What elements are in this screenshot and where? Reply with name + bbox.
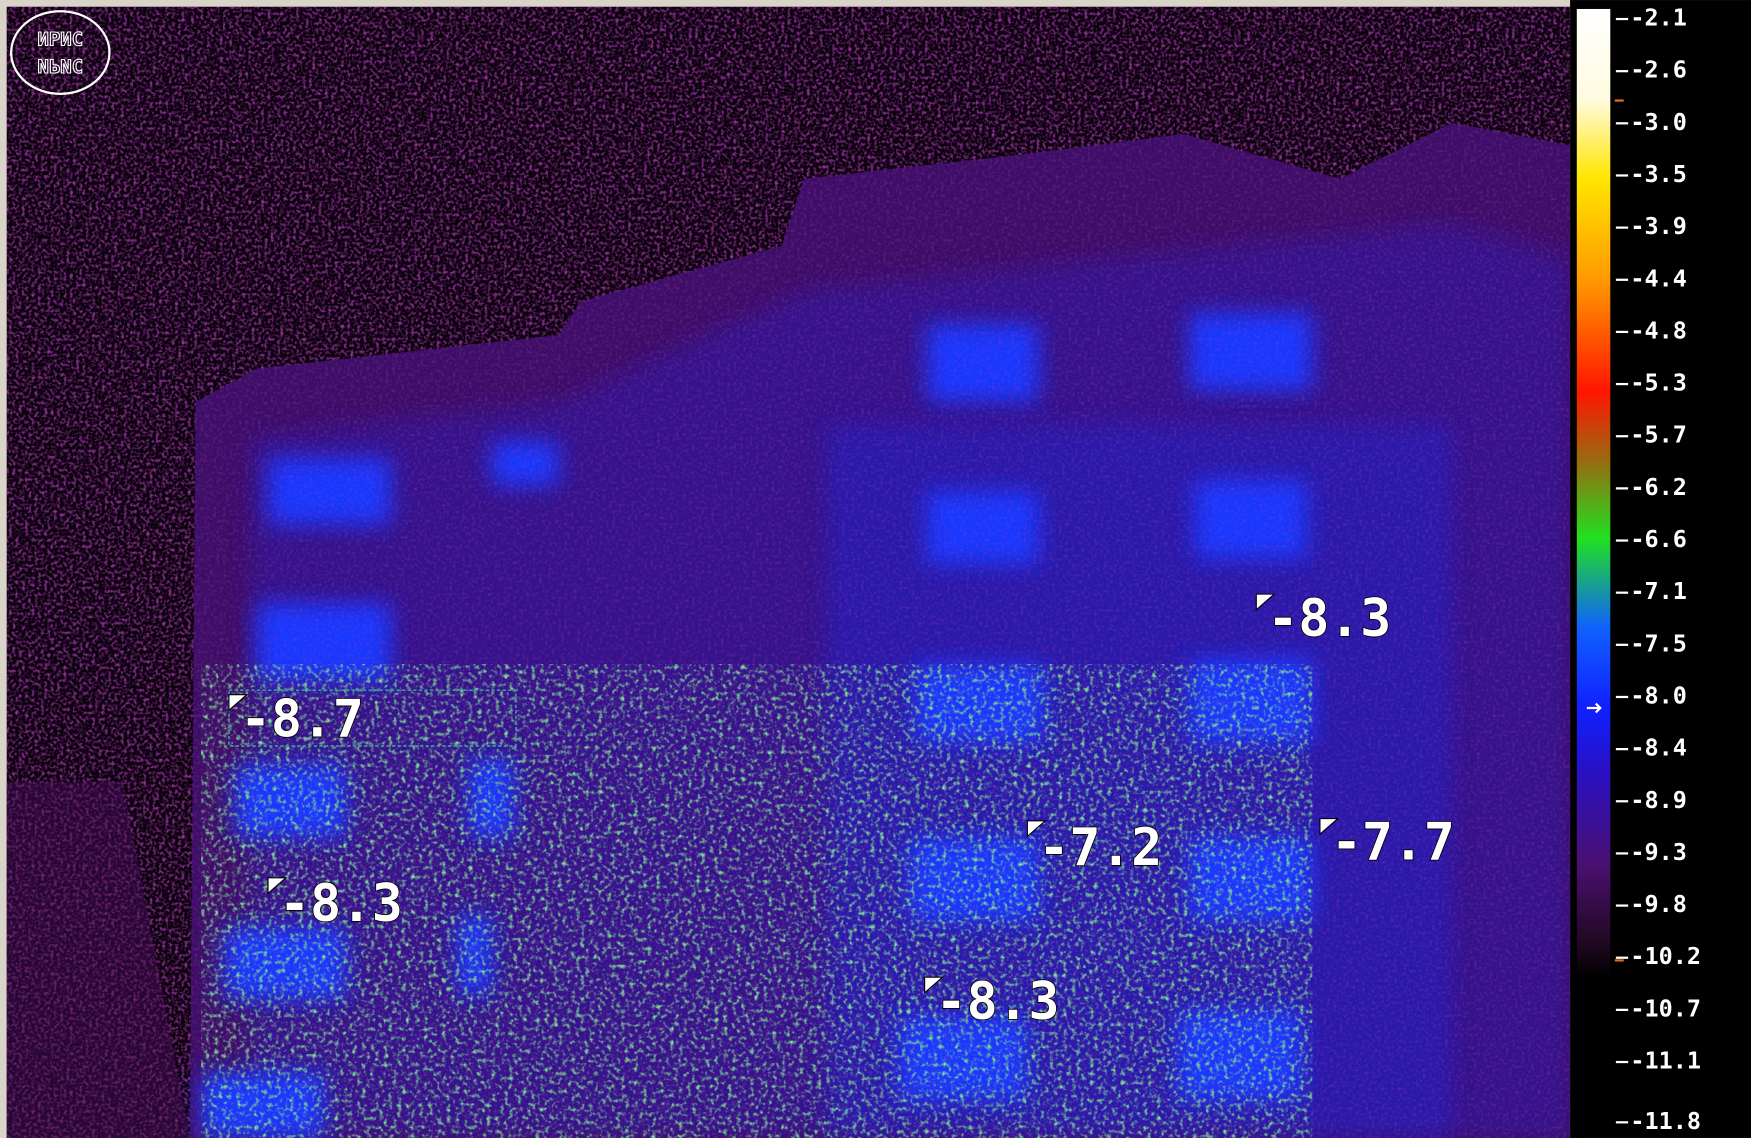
scale-label: -6.2 xyxy=(1630,473,1686,501)
scale-label: -7.1 xyxy=(1630,577,1686,605)
scale-label: -3.9 xyxy=(1630,212,1686,240)
page: ИРИС ИРИС -2.1 -2.6 -3.0 -3.5 -3.9 -4.4 -4.8 -5… xyxy=(0,0,1751,1138)
scale-label: -8.4 xyxy=(1630,734,1686,762)
point-value: -8.7 xyxy=(240,690,364,750)
scale-label: -2.1 xyxy=(1630,4,1686,32)
point-value: -7.2 xyxy=(1039,818,1163,878)
point-value: -8.3 xyxy=(936,972,1060,1032)
point-value: -8.3 xyxy=(279,874,403,934)
logo-reflection: ИРИС xyxy=(37,54,83,76)
scale-label: -9.3 xyxy=(1630,838,1686,866)
point-value: -8.3 xyxy=(1267,589,1391,649)
scale-label: -3.0 xyxy=(1630,108,1686,136)
scale-label: -10.2 xyxy=(1630,942,1701,970)
scale-label: -5.7 xyxy=(1630,421,1686,449)
scale-label: -8.9 xyxy=(1630,786,1686,814)
logo-text: ИРИС xyxy=(37,29,83,51)
scale-label: -7.5 xyxy=(1630,629,1686,657)
color-bar xyxy=(1577,9,1611,1136)
image-noise xyxy=(7,7,1570,1138)
scale-label: -8.0 xyxy=(1630,681,1686,709)
scale-label: -4.8 xyxy=(1630,316,1686,344)
scale-label: -11.8 xyxy=(1630,1107,1701,1135)
scale-label: -9.8 xyxy=(1630,890,1686,918)
scale-label: -6.6 xyxy=(1630,525,1686,553)
scale-label: -10.7 xyxy=(1630,994,1701,1022)
scale-label: -2.6 xyxy=(1630,56,1686,84)
scale-label: -5.3 xyxy=(1630,369,1686,397)
scale-label: -4.4 xyxy=(1630,264,1686,292)
thermal-image xyxy=(7,7,1570,1138)
point-value: -7.7 xyxy=(1331,812,1455,872)
thermal-screen: ИРИС ИРИС -2.1 -2.6 -3.0 -3.5 -3.9 -4.4 -4.8 -5… xyxy=(0,0,1751,1138)
scale-label: -3.5 xyxy=(1630,160,1686,188)
scale-label: -11.1 xyxy=(1630,1047,1701,1075)
